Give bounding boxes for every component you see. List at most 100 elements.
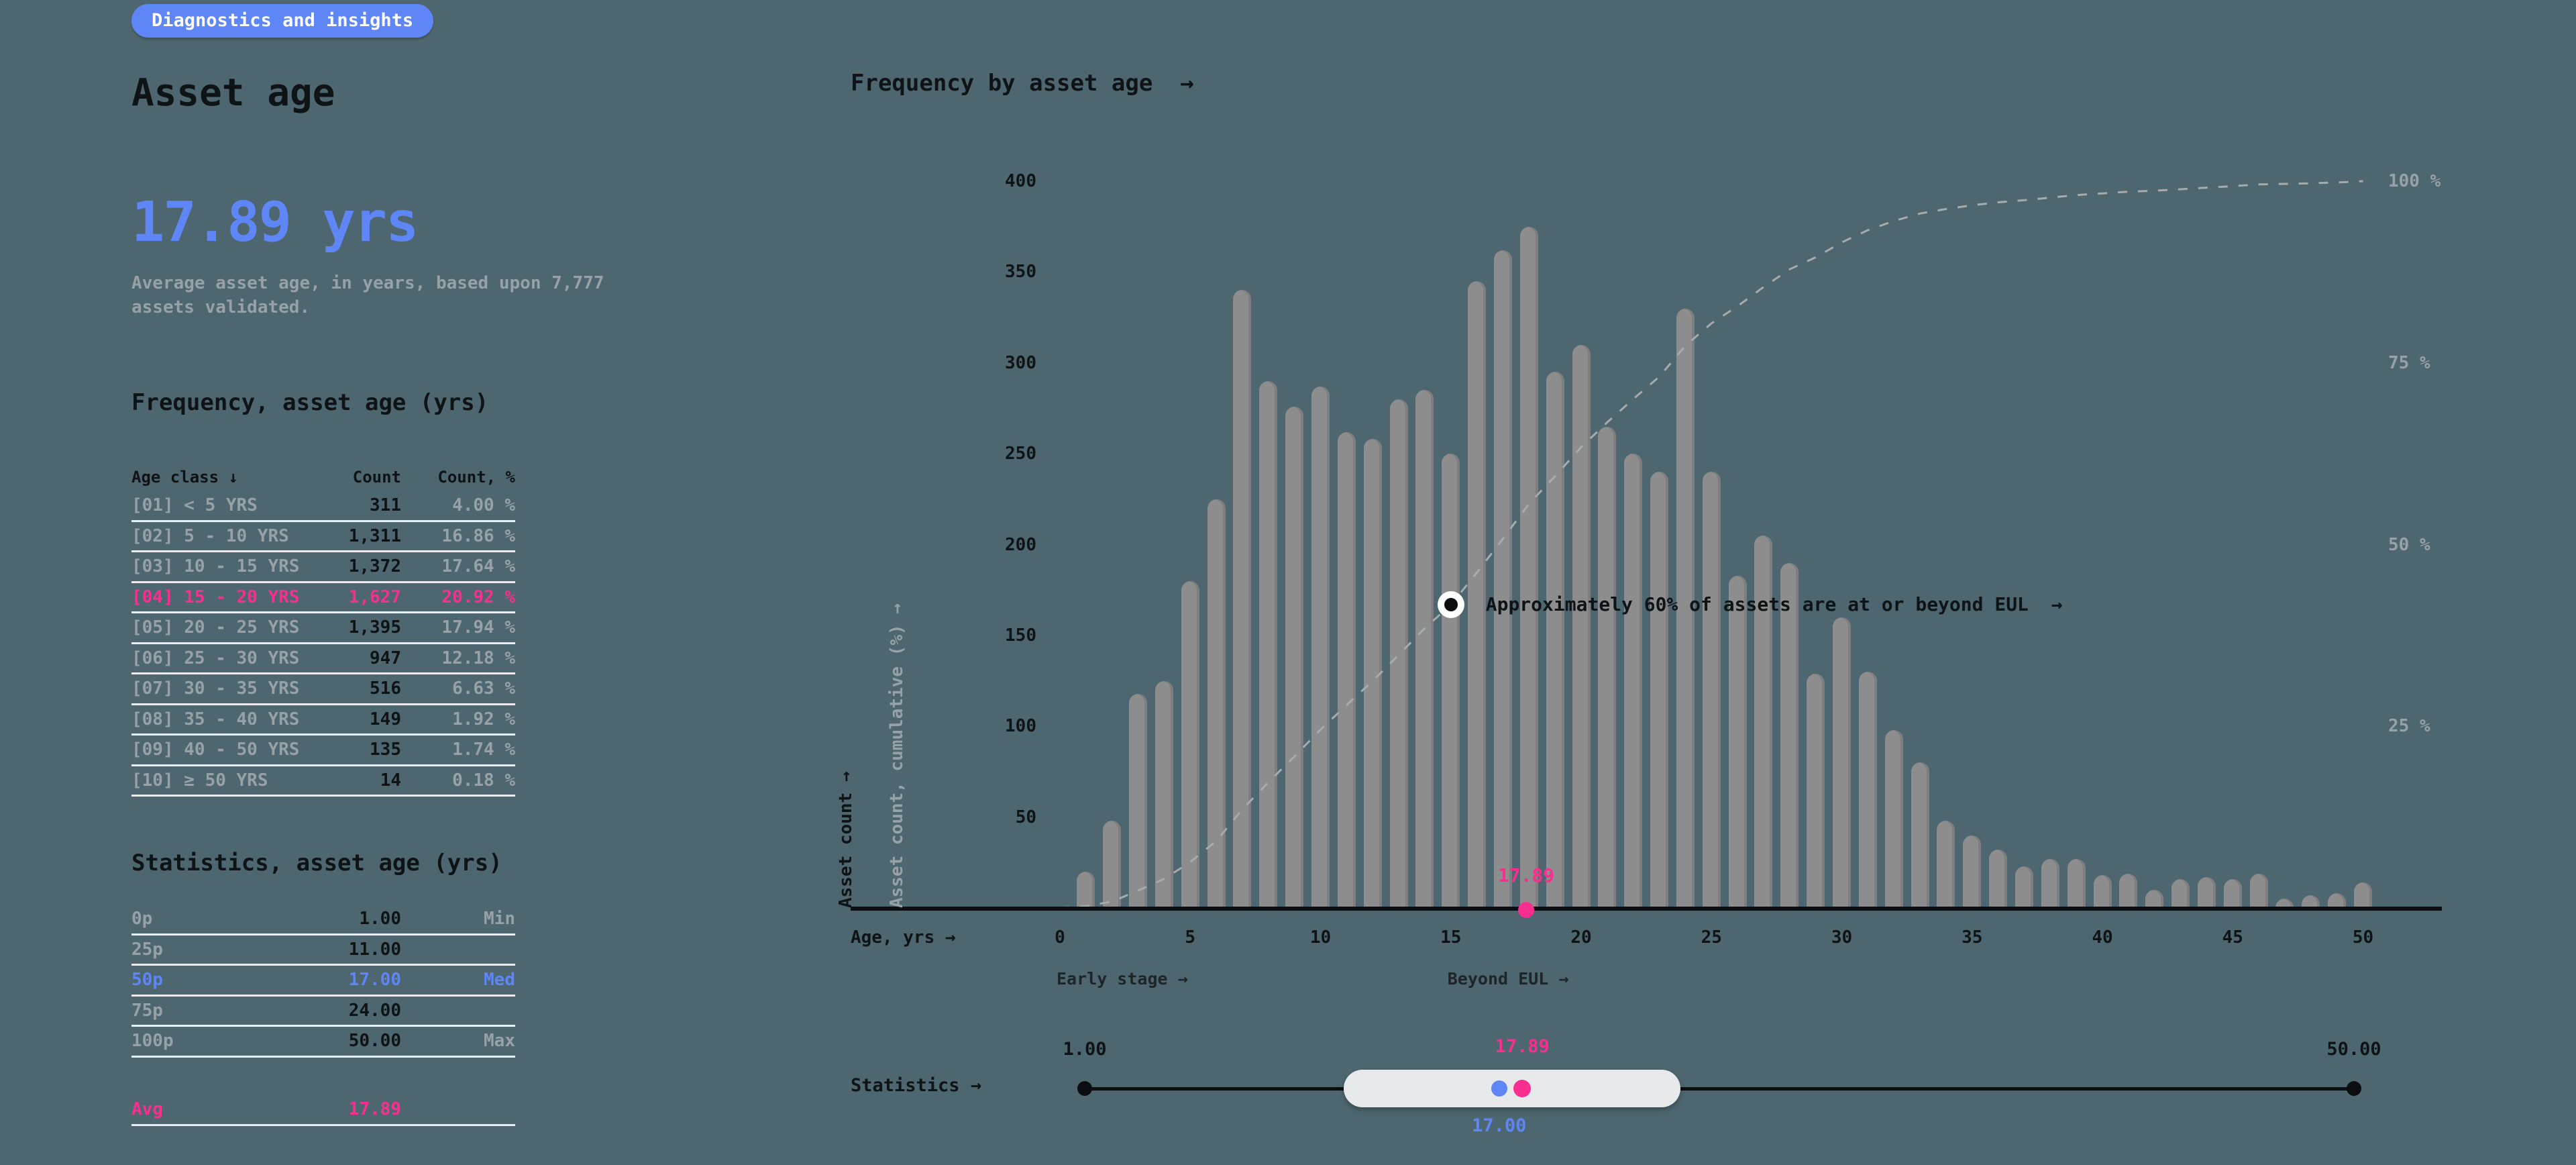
bar[interactable] [1702,472,1721,908]
x-tick-label: 0 [1055,927,1065,948]
bar[interactable] [1650,472,1669,908]
age-class-cell: [10] ≥ 50 YRS [131,770,268,791]
count-cell: 149 [370,709,401,729]
bar[interactable] [1937,821,1955,908]
bar[interactable] [1207,499,1226,908]
bar[interactable] [1389,399,1408,908]
count-cell: 1,311 [348,525,401,546]
y-tick-label: 100 [1005,716,1036,737]
bar[interactable] [2249,873,2268,908]
bar[interactable] [2093,875,2112,908]
value-cell: 50.00 [348,1031,401,1052]
bar[interactable] [1077,871,1095,908]
annotation-marker [1437,591,1464,619]
col-count[interactable]: Count [352,468,401,487]
bar[interactable] [1493,250,1512,908]
frequency-section-title: Frequency, asset age (yrs) [131,389,489,416]
x-axis-label: Age, yrs → [851,927,956,948]
table-row: [02] 5 - 10 YRS 1,311 16.86 % [131,522,515,552]
percentile-cell: 100p [131,1031,174,1052]
y-tick-label: 250 [1005,444,1036,464]
count-cell: 14 [380,770,401,791]
count-pct-cell: 0.18 % [452,770,515,791]
bar[interactable] [1884,729,1903,908]
bar[interactable] [2197,876,2216,908]
bar[interactable] [1233,290,1252,908]
count-cell: 1,395 [348,617,401,638]
value-cell: 1.00 [359,909,401,929]
count-pct-cell: 17.94 % [441,617,515,638]
bar[interactable] [1754,535,1773,908]
x-tick-label: 30 [1831,927,1853,948]
bar[interactable] [2354,882,2372,908]
bar[interactable] [1468,281,1487,908]
percentile-cell: 25p [131,939,163,960]
bar[interactable] [1546,372,1564,908]
y-axis-label-cumulative: Asset count, cumulative (%) → [887,603,907,908]
bar[interactable] [1337,432,1356,908]
count-pct-cell: 16.86 % [441,525,515,546]
x-axis-line [851,907,2442,911]
bar[interactable] [2015,866,2033,908]
annotation-dot-icon [1444,598,1458,612]
bar[interactable] [1285,406,1304,908]
bar[interactable] [1415,390,1434,908]
percentile-cell: 0p [131,909,153,929]
bar[interactable] [1103,821,1122,908]
bar[interactable] [1833,617,1851,908]
bar[interactable] [1181,580,1199,908]
bar[interactable] [1858,672,1877,908]
bar[interactable] [1363,439,1382,908]
bar[interactable] [1807,673,1825,908]
tag-cell: Max [484,1031,515,1052]
bar[interactable] [1598,426,1617,908]
x-tick-label: 45 [2222,927,2243,948]
avg-marker-label: 17.89 [1497,864,1555,887]
avg-marker-dot [1518,902,1535,918]
diagnostics-badge[interactable]: Diagnostics and insights [131,4,434,38]
table-row: [09] 40 - 50 YRS 135 1.74 % [131,736,515,766]
kpi-description: Average asset age, in years, based upon … [131,271,604,319]
x-tick-label: 25 [1701,927,1722,948]
bar[interactable] [2041,858,2059,908]
kpi-average-age: 17.89 yrs [131,191,419,254]
bar[interactable] [1989,850,2008,908]
age-class-cell: [05] 20 - 25 YRS [131,617,300,638]
page-title: Asset age [131,71,335,115]
tag-cell: Min [484,909,515,929]
percentile-cell: 50p [131,970,163,991]
bar[interactable] [1572,344,1591,908]
bar[interactable] [1129,693,1148,908]
table-row: [05] 20 - 25 YRS 1,395 17.94 % [131,613,515,644]
bar[interactable] [1519,226,1538,908]
bar[interactable] [1311,386,1330,908]
bar[interactable] [2223,878,2242,908]
bar[interactable] [1728,575,1747,908]
bar[interactable] [2328,893,2347,908]
statistics-section-title: Statistics, asset age (yrs) [131,850,502,876]
bar[interactable] [1259,381,1278,908]
bar[interactable] [1624,454,1643,908]
bar[interactable] [1963,835,1982,908]
bar[interactable] [1442,454,1460,908]
col-age-class[interactable]: Age class ↓ [131,468,238,487]
x-tick-label: 15 [1440,927,1462,948]
count-pct-cell: 1.92 % [452,709,515,729]
x-tick-label: 35 [1962,927,1983,948]
avg-label: Avg [131,1099,163,1120]
percentile-cell: 75p [131,1000,163,1021]
bar[interactable] [1155,680,1173,908]
bar[interactable] [2067,858,2086,908]
count-cell: 135 [370,740,401,760]
table-row: 50p 17.00 Med [131,966,515,997]
frequency-table-header: Age class ↓ Count Count, % [131,463,515,491]
statistics-table: 0p 1.00 Min 25p 11.00 50p 17.00 Med 75p 24.00 100p… [131,905,515,1058]
value-cell: 24.00 [348,1000,401,1021]
bar[interactable] [2119,873,2138,908]
bar[interactable] [2145,889,2164,908]
col-count-pct[interactable]: Count, % [437,468,515,487]
bar[interactable] [1911,762,1929,908]
bar[interactable] [2171,878,2190,908]
